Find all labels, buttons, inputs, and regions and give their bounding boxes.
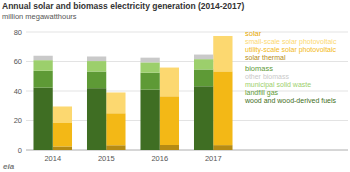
chart: Annual solar and biomass electricity gen… [0,0,350,172]
bar-segment [33,71,52,88]
x-tick-label: 2014 [44,154,61,163]
logo: eia [3,162,15,171]
subtitle: million megawatthours [2,12,77,21]
y-tick-label: 80 [14,28,22,37]
grid-line [26,91,348,92]
legend-header: biomass [245,64,273,73]
y-tick-label: 20 [14,116,22,125]
x-tick-label: 2015 [98,154,115,163]
legend-entry: municipal solid waste [245,81,311,89]
y-tick-label: 40 [14,87,22,96]
bar-segment [33,88,52,150]
grid-line [26,150,348,151]
bar-segment [160,68,179,97]
legend-entry: small-scale solar photovoltaic [245,38,337,46]
legend-entry: wood and wood-derived fuels [244,97,337,104]
bar-segment [140,73,159,90]
legend-entry: landfill gas [245,89,279,97]
bar-segment [213,71,232,145]
bar-segment [194,86,213,150]
bar-segment [87,56,106,61]
bar-segment [53,106,72,123]
bar-segment [194,59,213,69]
grid-line [26,120,348,121]
bar-segment [87,72,106,89]
bar-segment [106,92,125,113]
bar-segment [87,61,106,71]
bar-segment [53,123,72,146]
y-tick-label: 0 [18,146,22,155]
legend-entry: other biomass [245,73,289,80]
bar-segment [33,56,52,60]
bar-segment [160,96,179,145]
title: Annual solar and biomass electricity gen… [2,1,245,11]
bar-segment [53,146,72,150]
x-tick-label: 2017 [205,154,222,163]
bar-segment [87,88,106,150]
grid-line [26,32,348,33]
bar-segment [140,62,159,72]
bars [33,36,232,150]
grid-line [26,61,348,62]
bar-segment [194,55,213,60]
bar-segment [140,90,159,150]
legend-header: solar [245,29,262,38]
y-tick-label: 60 [14,57,22,66]
bar-segment [194,69,213,86]
bar-segment [213,145,232,150]
legend-entry: utility-scale solar photovoltaic [245,46,337,54]
bar-segment [106,145,125,150]
bar-segment [160,145,179,150]
legend-entry: solar thermal [245,54,286,61]
bar-segment [106,113,125,145]
x-tick-label: 2016 [151,154,168,163]
bar-segment [33,60,52,71]
bar-segment [140,58,159,63]
bar-segment [213,36,232,71]
